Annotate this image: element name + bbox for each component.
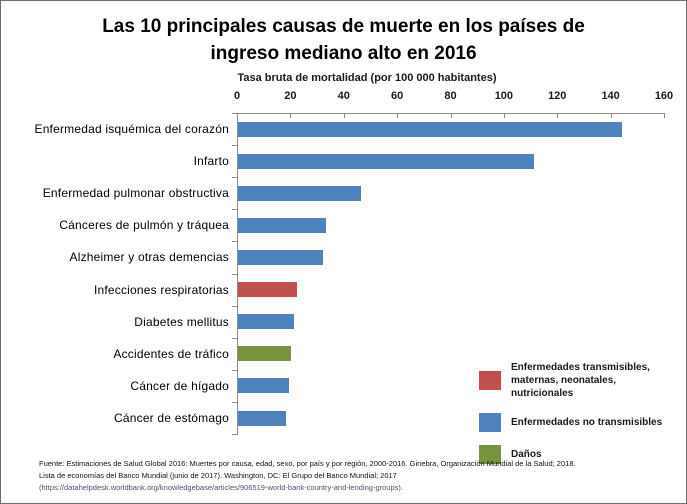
x-tick-mark (610, 114, 612, 118)
x-tick-mark (557, 114, 559, 118)
category-label: Enfermedad isquémica del corazón (34, 122, 229, 136)
bar-ncd (238, 217, 327, 233)
x-tick-label: 120 (548, 90, 567, 102)
source-line-2: Lista de economías del Banco Mundial (ju… (39, 471, 397, 480)
x-tick-label: 60 (391, 90, 404, 102)
x-tick-label: 80 (444, 90, 457, 102)
legend-swatch-2 (479, 445, 501, 464)
y-tick-mark (232, 209, 237, 210)
category-label: Infecciones respiratorias (93, 282, 229, 297)
category-label: Enfermedad pulmonar obstructiva (42, 186, 229, 201)
source-note: Fuente: Estimaciones de Salud Global 201… (39, 458, 678, 494)
source-line-url: (https://datahelpdesk.worldbank.org/know… (39, 483, 403, 492)
legend-swatch-0 (479, 371, 501, 390)
legend-item-cmnn: Enfermedades transmisibles, maternas, ne… (479, 361, 669, 400)
x-tick-label: 140 (601, 90, 620, 102)
legend-label-injury: Daños (511, 449, 542, 460)
legend-swatch-1 (479, 413, 501, 432)
x-tick-mark (664, 114, 665, 118)
x-tick-mark (397, 114, 399, 118)
x-axis-line (237, 113, 665, 114)
x-axis-title: Tasa bruta de mortalidad (por 100 000 ha… (237, 72, 497, 84)
x-tick-label: 160 (654, 90, 674, 102)
x-tick-mark (503, 114, 505, 118)
category-label: Cáncer de hígado (130, 378, 229, 393)
y-tick-mark (232, 145, 237, 146)
bar-ncd (238, 378, 289, 394)
x-tick-mark (450, 114, 452, 118)
category-label: Alzheimer y otras demencias (69, 250, 229, 265)
bar-ncd (238, 250, 324, 265)
x-tick-label: 100 (494, 90, 514, 102)
y-tick-mark (232, 113, 237, 114)
bar-injury (238, 346, 292, 362)
x-tick-label: 40 (337, 90, 350, 102)
bar-cmnn (238, 282, 297, 298)
y-tick-mark (232, 434, 237, 435)
legend-item-injury: Daños (479, 445, 669, 464)
legend-label-cmnn: Enfermedades transmisibles, maternas, ne… (511, 362, 650, 399)
bar-ncd (238, 410, 286, 426)
legend-item-ncd: Enfermedades no transmisibles (479, 413, 669, 432)
y-tick-mark (232, 338, 237, 339)
bar-ncd (238, 153, 535, 169)
x-tick-mark (343, 114, 345, 118)
bar-ncd (238, 314, 294, 330)
y-axis-line (237, 113, 238, 435)
x-tick-label: 0 (233, 90, 241, 102)
legend-label-ncd: Enfermedades no transmisibles (511, 417, 663, 428)
y-tick-mark (232, 370, 237, 371)
category-label: Diabetes mellitus (134, 314, 229, 329)
y-tick-mark (232, 274, 237, 275)
bar-ncd (238, 185, 361, 201)
category-label: Cánceres de pulmón y tráquea (59, 218, 229, 233)
source-line-1: Fuente: Estimaciones de Salud Global 201… (39, 459, 576, 468)
chart-title: Las 10 principales causas de muerte en l… (102, 16, 585, 64)
y-tick-mark (232, 306, 237, 307)
bar-ncd (238, 121, 623, 137)
y-tick-mark (232, 177, 237, 178)
y-tick-mark (232, 402, 237, 403)
legend: Enfermedades transmisibles, maternas, ne… (479, 361, 669, 477)
y-tick-mark (232, 241, 237, 242)
x-tick-mark (237, 114, 238, 118)
x-tick-label: 20 (284, 90, 297, 102)
category-label: Accidentes de tráfico (113, 346, 229, 361)
category-label: Cáncer de estómago (114, 410, 229, 425)
category-label: Infarto (193, 154, 229, 169)
x-tick-mark (290, 114, 292, 118)
